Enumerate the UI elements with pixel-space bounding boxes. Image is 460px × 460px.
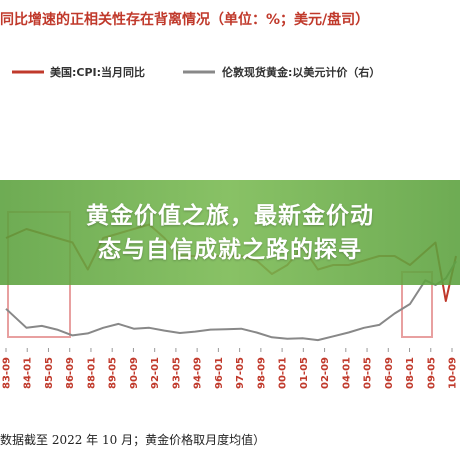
x-tick-label: 04-01	[341, 357, 352, 389]
x-tick-label: 98-09	[256, 357, 267, 389]
x-tick-label: 05-05	[363, 357, 374, 389]
x-tick-label: 09-05	[426, 357, 437, 389]
x-tick-label: 10-09	[448, 357, 459, 389]
legend-gold-label: 伦敦现货黄金:以美元计价（右）	[222, 65, 380, 79]
x-tick-label: 89-05	[108, 357, 119, 389]
x-tick-label: 93-05	[171, 357, 182, 389]
x-tick-label: 01-05	[299, 357, 310, 389]
x-tick-label: 00-01	[278, 357, 289, 389]
source-note: 数据截至 2022 年 10 月；黄金价格取月度均值）	[0, 432, 265, 447]
x-tick-label: 83-09	[2, 357, 13, 389]
x-tick-label: 96-01	[214, 357, 225, 389]
x-tick-label: 85-05	[44, 357, 55, 389]
x-tick-label: 08-01	[405, 357, 416, 389]
x-tick-label: 94-09	[193, 357, 204, 389]
x-tick-label: 88-01	[86, 357, 97, 389]
headline-line-2: 态与自信成就之路的探寻	[98, 236, 362, 263]
x-tick-label: 92-01	[150, 357, 161, 389]
headline-line-1: 黄金价值之旅，最新金价动	[86, 202, 374, 229]
legend-cpi-label: 美国:CPI:当月同比	[50, 65, 145, 79]
chart-title: 同比增速的正相关性存在背离情况（单位：%；美元/盘司）	[0, 11, 369, 28]
x-tick-label: 90-09	[129, 357, 140, 389]
x-tick-label: 84-01	[23, 357, 34, 389]
headline-banner: 黄金价值之旅，最新金价动 态与自信成就之路的探寻	[0, 180, 460, 285]
x-axis-ticks: 83-09 84-01 85-05 86-09 88-01 89-05 90-09 92-01…	[2, 348, 459, 389]
x-tick-label: 02-09	[320, 357, 331, 389]
series-line-2	[5, 260, 457, 342]
x-tick-label: 06-09	[384, 357, 395, 389]
x-tick-label: 97-05	[235, 357, 246, 389]
x-tick-label: 86-09	[65, 357, 76, 389]
